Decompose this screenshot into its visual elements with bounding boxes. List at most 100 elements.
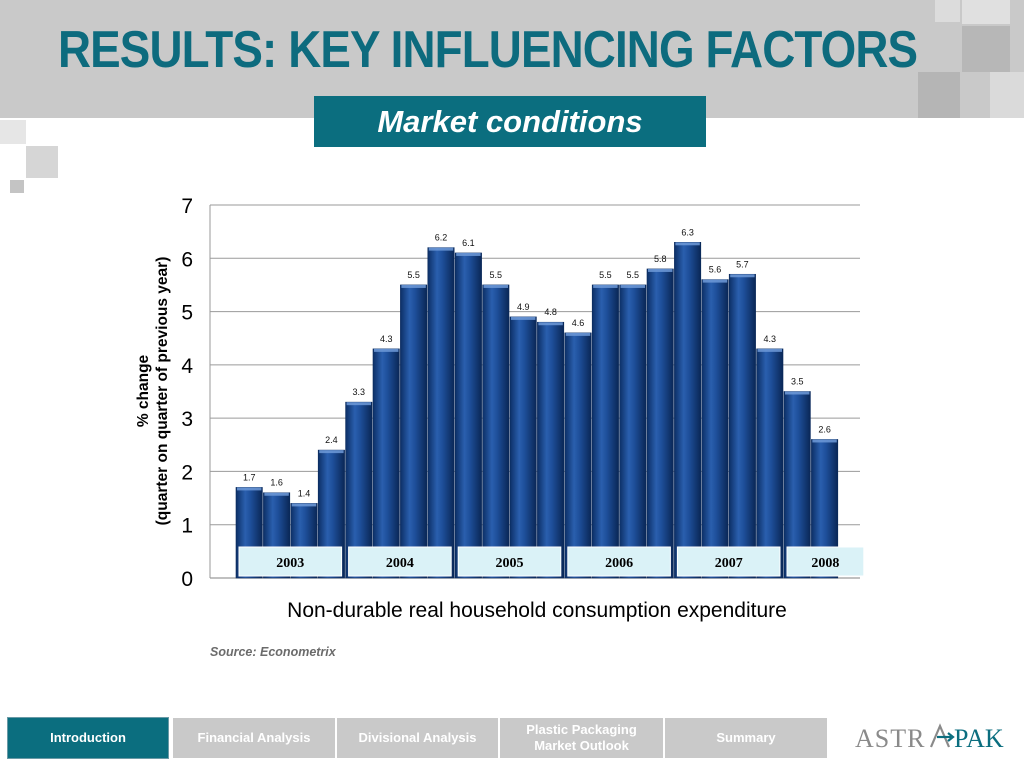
bar-highlight (702, 279, 728, 283)
bar-highlight (675, 242, 700, 246)
bar-highlight (730, 274, 755, 278)
bars (235, 242, 839, 579)
data-label: 2.4 (325, 435, 338, 445)
year-label: 2006 (605, 556, 633, 571)
data-label: 3.3 (353, 387, 366, 397)
data-label: 5.5 (407, 270, 420, 280)
decor-square (962, 26, 1010, 72)
y-tick-label: 4 (181, 355, 193, 378)
tab-summary[interactable]: Summary (664, 717, 828, 759)
y-tick-label: 5 (181, 302, 193, 325)
bar (564, 332, 592, 579)
bar (537, 321, 565, 579)
data-label: 1.6 (270, 478, 283, 488)
bar-highlight (593, 284, 618, 288)
year-label-box (786, 546, 865, 577)
year-label-box (676, 546, 781, 577)
data-label: 1.4 (298, 488, 311, 498)
consumption-bar-chart: 0 1 2 3 4 5 6 7 1.7 1.6 1.4 2.4 3.3 4.3 5.5 6.2 6.1 5.5 4… (135, 195, 865, 622)
logo-text-b: PAK (954, 724, 1004, 752)
data-label: 5.7 (736, 259, 749, 269)
data-label: 5.5 (490, 270, 503, 280)
y-tick-label: 7 (181, 195, 193, 218)
bar-highlight (346, 402, 371, 406)
tab-plastic-packaging-market-outlook[interactable]: Plastic Packaging Market Outlook (499, 717, 664, 759)
tab-introduction[interactable]: Introduction (7, 717, 169, 759)
tab-financial-analysis[interactable]: Financial Analysis (172, 717, 336, 759)
bar-highlight (401, 284, 426, 288)
year-label-box (567, 546, 671, 577)
bar-highlight (456, 252, 481, 256)
logo-a-mark (929, 723, 951, 748)
data-label: 3.5 (791, 377, 804, 387)
bar (728, 273, 756, 579)
data-label: 4.3 (764, 334, 777, 344)
bar-highlight (785, 391, 810, 395)
y-tick-label: 6 (181, 248, 193, 271)
decor-square (10, 180, 24, 193)
tab-divisional-analysis[interactable]: Divisional Analysis (336, 717, 499, 759)
decor-square (918, 72, 960, 118)
bar-highlight (319, 450, 344, 454)
year-label: 2008 (811, 556, 839, 571)
bar (427, 247, 455, 579)
x-axis-label: Non-durable real household consumption e… (287, 599, 787, 622)
section-subtitle: Market conditions (314, 96, 706, 147)
data-label: 5.5 (627, 270, 640, 280)
bar (591, 284, 619, 579)
year-label: 2003 (276, 556, 304, 571)
bar-highlight (620, 284, 645, 288)
decor-square (990, 72, 1024, 118)
bar (619, 284, 647, 579)
data-label: 4.3 (380, 334, 393, 344)
bar-highlight (648, 268, 673, 272)
y-axis-label-line1: % change (135, 354, 152, 427)
bar (482, 284, 510, 579)
year-labels: 2003 2004 2005 2006 2007 2008 (238, 546, 865, 577)
y-tick-label: 0 (181, 568, 193, 591)
bar-highlight (511, 316, 536, 320)
footer-nav: Introduction Financial Analysis Division… (7, 717, 829, 761)
data-label: 4.6 (572, 318, 585, 328)
bar (372, 348, 400, 579)
data-label: 2.6 (818, 424, 831, 434)
year-label-box (457, 546, 562, 577)
decor-square (26, 146, 58, 178)
decor-square (935, 0, 960, 22)
y-tick-labels: 0 1 2 3 4 5 6 7 (181, 195, 193, 591)
bar (646, 268, 674, 579)
astrapak-logo: ASTR PAK (855, 723, 1004, 752)
data-label: 5.5 (599, 270, 612, 280)
year-label-box (238, 546, 343, 577)
bar-highlight (812, 439, 837, 443)
y-tick-label: 2 (181, 461, 193, 484)
logo-arrow-head (947, 732, 955, 742)
data-label: 6.3 (681, 227, 694, 237)
data-label: 4.8 (544, 307, 557, 317)
bar-highlight (291, 503, 317, 507)
year-label: 2004 (386, 556, 414, 571)
year-label: 2007 (715, 556, 743, 571)
data-label: 4.9 (517, 302, 530, 312)
bar-highlight (538, 322, 563, 326)
year-label-box (348, 546, 452, 577)
bar-highlight (428, 247, 454, 251)
data-label: 6.2 (435, 233, 448, 243)
data-label: 5.6 (709, 265, 722, 275)
bar-highlight (237, 487, 262, 491)
decor-square (0, 120, 26, 144)
bar (674, 242, 702, 579)
year-label: 2005 (496, 556, 524, 571)
bar-highlight (483, 284, 508, 288)
decor-square (962, 0, 1010, 24)
bar (756, 348, 784, 579)
data-label: 6.1 (462, 238, 475, 248)
bar (509, 316, 537, 579)
bar-highlight (264, 492, 289, 496)
data-labels: 1.7 1.6 1.4 2.4 3.3 4.3 5.5 6.2 6.1 5.5 4.9 4.8 4.6 5… (243, 227, 831, 498)
source-note: Source: Econometrix (210, 645, 336, 659)
data-label: 5.8 (654, 254, 667, 264)
bar (400, 284, 428, 579)
y-tick-label: 3 (181, 408, 193, 431)
data-label: 1.7 (243, 472, 256, 482)
